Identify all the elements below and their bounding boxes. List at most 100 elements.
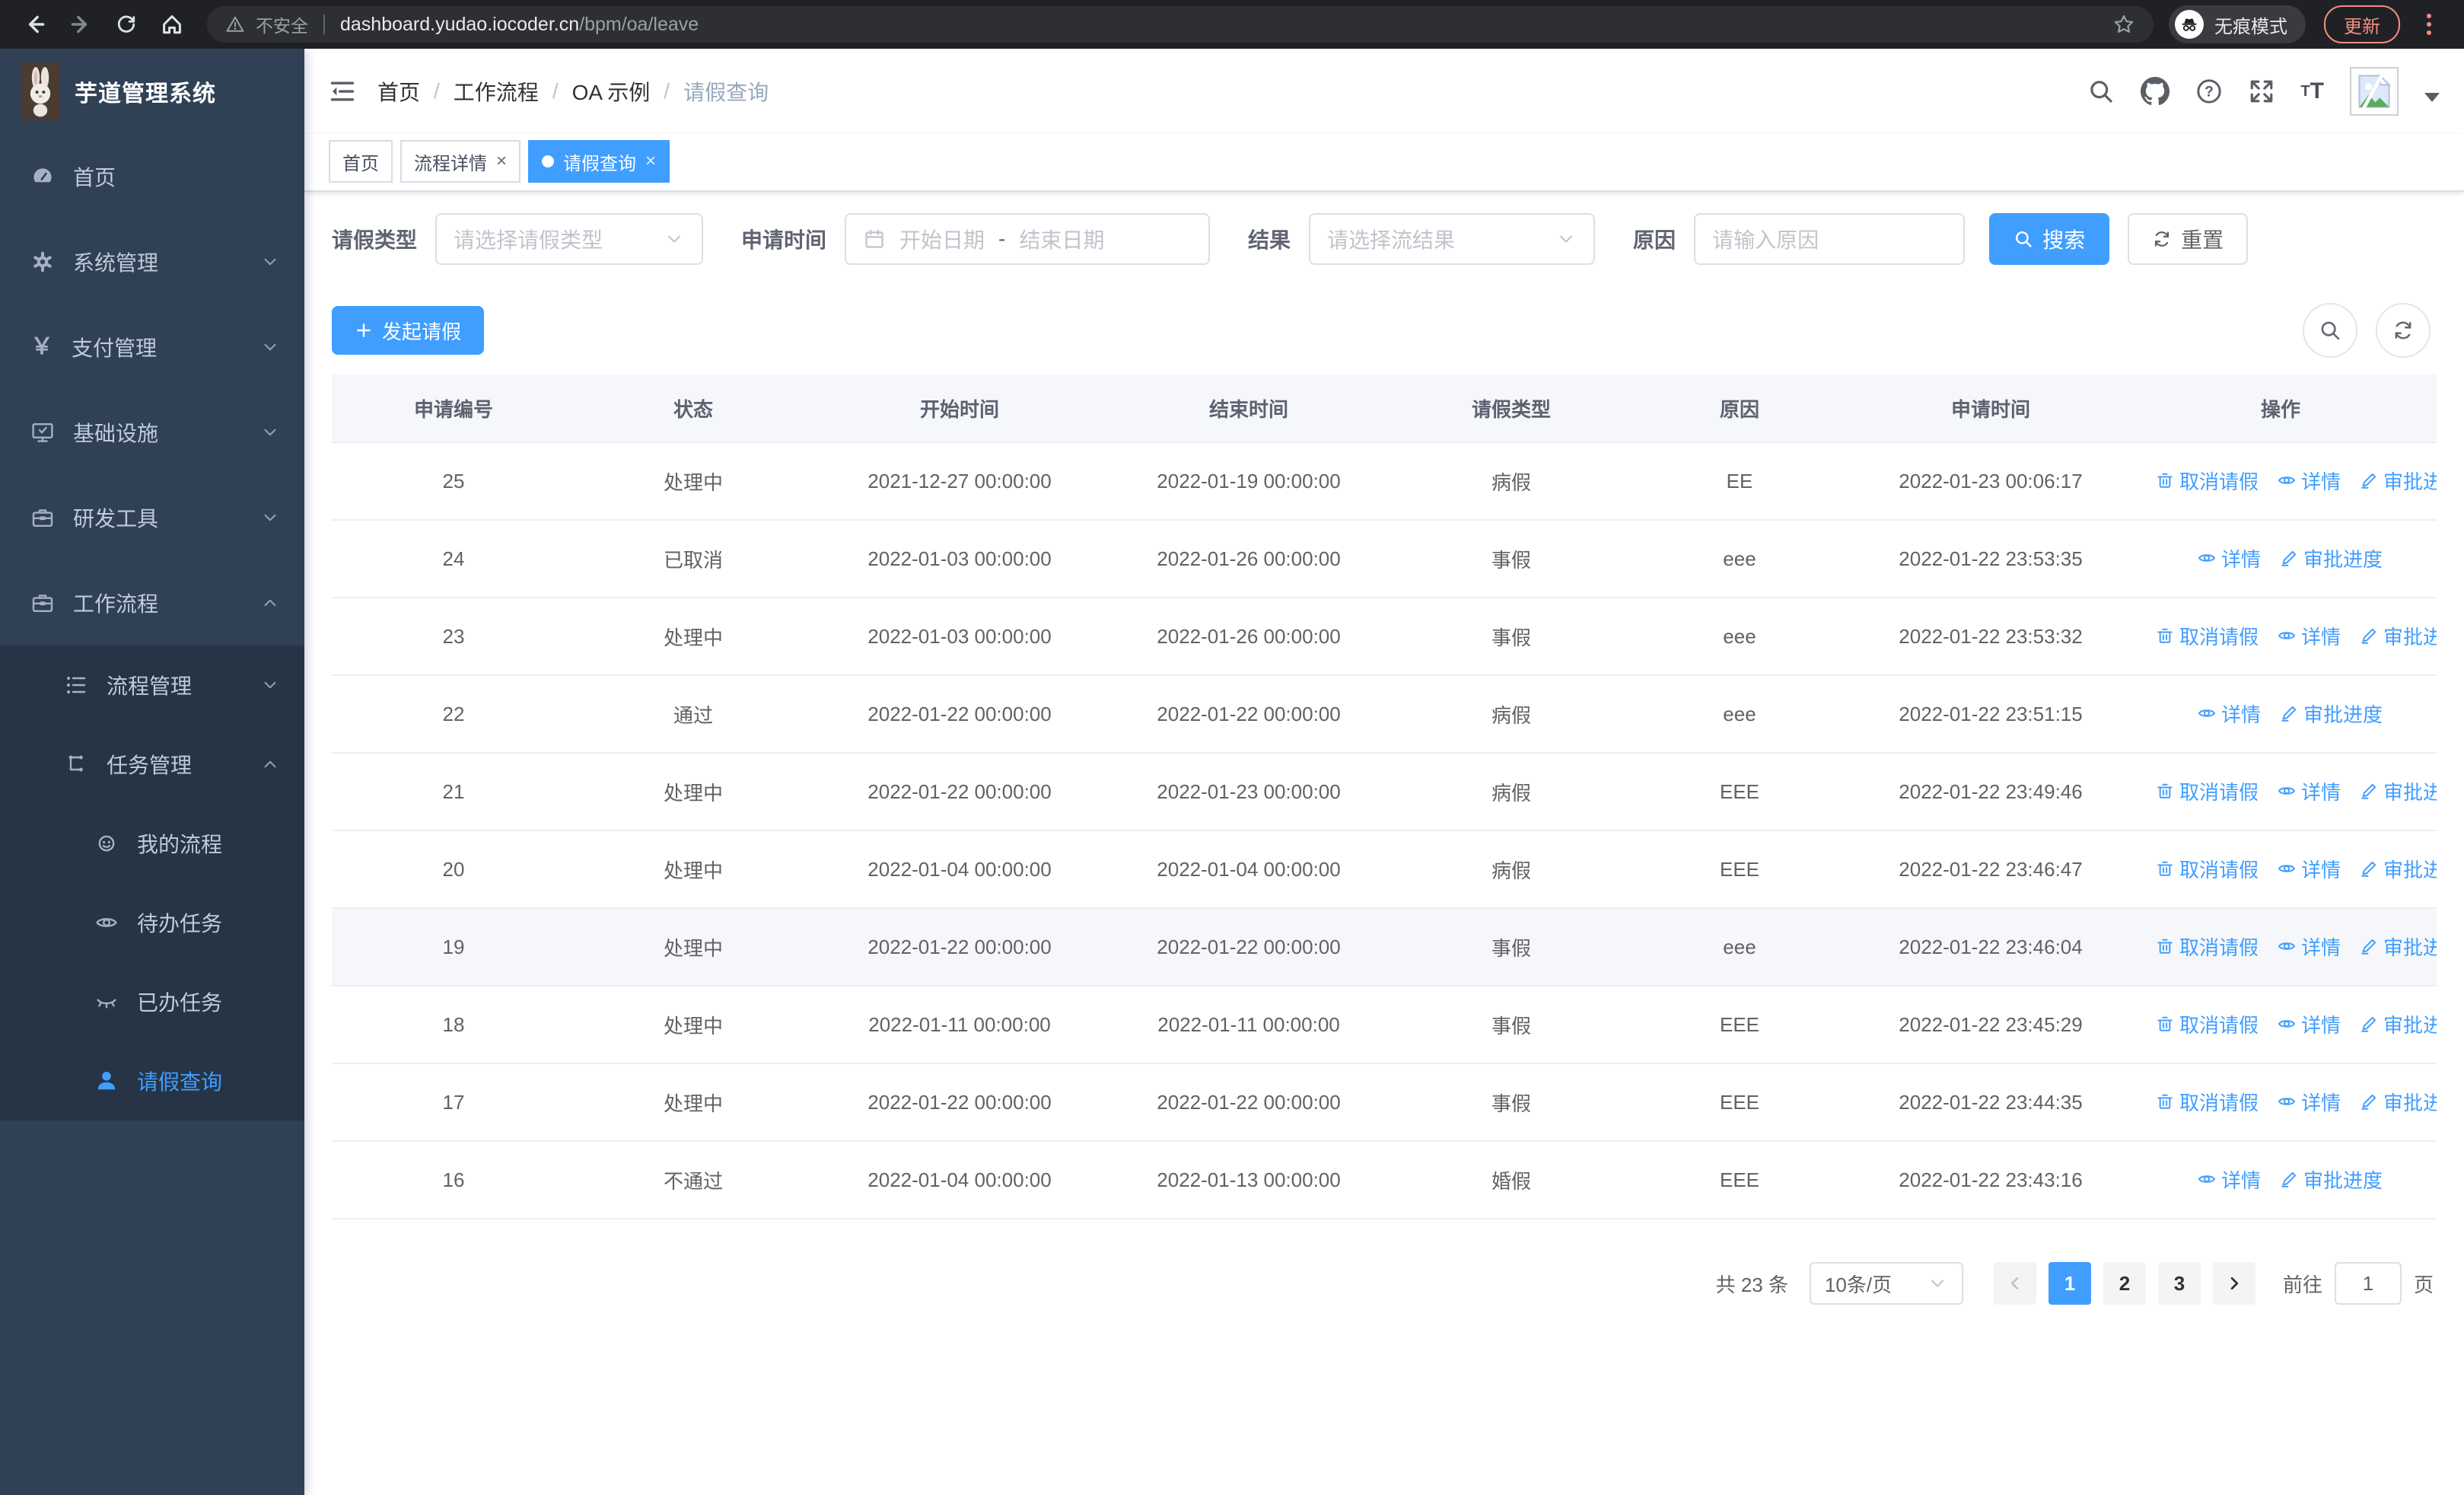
table-cell: 处理中	[575, 986, 811, 1064]
sidebar-item-3[interactable]: 基础设施	[0, 390, 304, 475]
close-icon[interactable]: ×	[496, 151, 508, 171]
sidebar-item-7[interactable]: 任务管理	[0, 725, 304, 804]
reset-button[interactable]: 重置	[2128, 213, 2249, 265]
table-cell: 2022-01-22 23:53:35	[1846, 520, 2135, 598]
cancel-action-link[interactable]: 取消请假	[2155, 855, 2259, 883]
avatar[interactable]	[2350, 67, 2399, 116]
cancel-action-link[interactable]: 取消请假	[2155, 467, 2259, 495]
leave-type-select[interactable]: 请选择请假类型	[435, 213, 704, 265]
detail-action-link[interactable]: 详情	[2277, 777, 2341, 805]
toggle-search-button[interactable]	[2303, 303, 2357, 358]
cancel-action-link[interactable]: 取消请假	[2155, 932, 2259, 961]
browser-menu-icon[interactable]	[2409, 5, 2449, 44]
bookmark-star-icon[interactable]	[2112, 13, 2135, 36]
table-cell: EEE	[1633, 986, 1846, 1064]
sidebar-item-label: 基础设施	[73, 422, 159, 445]
goto-label: 前往	[2282, 1273, 2322, 1296]
home-icon[interactable]	[152, 5, 192, 44]
sidebar-collapse-icon[interactable]	[329, 78, 356, 105]
address-bar[interactable]: 不安全 dashboard.yudao.iocoder.cn/bpm/oa/le…	[207, 6, 2154, 43]
github-icon[interactable]	[2141, 77, 2170, 106]
apply-time-range-picker[interactable]: 开始日期 - 结束日期	[845, 213, 1211, 265]
result-select[interactable]: 请选择流结果	[1309, 213, 1596, 265]
reason-input[interactable]: 请输入原因	[1694, 213, 1966, 265]
sidebar-item-9[interactable]: 待办任务	[0, 883, 304, 962]
goto-page-input[interactable]: 1	[2334, 1262, 2402, 1305]
help-icon[interactable]: ?	[2195, 78, 2223, 105]
breadcrumb: 首页 / 工作流程 / OA 示例 / 请假查询	[377, 76, 769, 107]
detail-action-link[interactable]: 详情	[2197, 700, 2261, 728]
sidebar-item-5[interactable]: 工作流程	[0, 560, 304, 645]
page-button-1[interactable]: 1	[2048, 1262, 2091, 1305]
sidebar-item-4[interactable]: 研发工具	[0, 475, 304, 560]
table-cell: 2022-01-22 00:00:00	[811, 908, 1108, 987]
leave-type-label: 请假类型	[332, 228, 418, 252]
detail-action-link[interactable]: 详情	[2277, 467, 2341, 495]
sidebar-item-8[interactable]: 我的流程	[0, 804, 304, 883]
url-text[interactable]: dashboard.yudao.iocoder.cn/bpm/oa/leave	[340, 13, 699, 35]
tab-0[interactable]: 首页	[329, 140, 393, 183]
search-icon[interactable]	[2087, 78, 2115, 105]
reload-icon[interactable]	[107, 5, 146, 44]
prev-page-button[interactable]	[1993, 1262, 2036, 1305]
progress-action-link[interactable]: 审批进度	[2279, 700, 2383, 728]
detail-action-link[interactable]: 详情	[2197, 1165, 2261, 1194]
cancel-action-link[interactable]: 取消请假	[2155, 1010, 2259, 1038]
close-icon[interactable]: ×	[645, 151, 657, 171]
detail-action-link[interactable]: 详情	[2277, 855, 2341, 883]
eye-open-icon	[94, 910, 119, 935]
back-icon[interactable]	[15, 5, 55, 44]
sidebar-item-2[interactable]: ￥ 支付管理	[0, 304, 304, 390]
update-button[interactable]: 更新	[2324, 5, 2400, 43]
page-button-3[interactable]: 3	[2157, 1262, 2201, 1305]
cancel-action-link[interactable]: 取消请假	[2155, 622, 2259, 650]
page-button-2[interactable]: 2	[2103, 1262, 2146, 1305]
table-toolbar: 发起请假	[332, 303, 2437, 358]
app-logo[interactable]: 芋道管理系统	[0, 49, 304, 134]
create-leave-button[interactable]: 发起请假	[332, 306, 485, 355]
refresh-table-button[interactable]	[2376, 303, 2431, 358]
tab-2[interactable]: 请假查询 ×	[528, 140, 670, 183]
breadcrumb-separator: /	[552, 79, 559, 103]
breadcrumb-item[interactable]: 首页	[377, 81, 421, 104]
progress-action-link[interactable]: 审批进度	[2359, 467, 2437, 495]
page-size-select[interactable]: 10条/页	[1809, 1262, 1963, 1305]
fullscreen-icon[interactable]	[2249, 78, 2275, 104]
table-cell: 处理中	[575, 598, 811, 676]
breadcrumb-item[interactable]: 工作流程	[453, 81, 539, 104]
cancel-action-link[interactable]: 取消请假	[2155, 777, 2259, 805]
forward-icon[interactable]	[61, 5, 100, 44]
cancel-action-link[interactable]: 取消请假	[2155, 1088, 2259, 1116]
eye-closed-icon	[94, 990, 119, 1014]
calendar-icon	[863, 228, 886, 250]
sidebar-item-11[interactable]: 请假查询	[0, 1041, 304, 1120]
sidebar-item-1[interactable]: 系统管理	[0, 219, 304, 304]
next-page-button[interactable]	[2212, 1262, 2255, 1305]
search-button[interactable]: 搜索	[1989, 213, 2110, 265]
tab-1[interactable]: 流程详情 ×	[400, 140, 521, 183]
progress-action-link[interactable]: 审批进度	[2359, 622, 2437, 650]
breadcrumb-item[interactable]: OA 示例	[571, 81, 651, 104]
chevron-down-icon[interactable]	[2424, 93, 2440, 102]
progress-action-link[interactable]: 审批进度	[2359, 777, 2437, 805]
progress-action-link[interactable]: 审批进度	[2359, 932, 2437, 961]
detail-action-link[interactable]: 详情	[2197, 544, 2261, 572]
edit-icon	[2359, 470, 2379, 490]
sidebar-item-10[interactable]: 已办任务	[0, 962, 304, 1041]
progress-action-link[interactable]: 审批进度	[2359, 1010, 2437, 1038]
sidebar-item-0[interactable]: 首页	[0, 134, 304, 219]
eye-icon	[2277, 781, 2297, 801]
detail-action-link[interactable]: 详情	[2277, 1010, 2341, 1038]
detail-action-link[interactable]: 详情	[2277, 1088, 2341, 1116]
progress-action-link[interactable]: 审批进度	[2359, 855, 2437, 883]
browser-toolbar: 不安全 dashboard.yudao.iocoder.cn/bpm/oa/le…	[0, 0, 2464, 49]
table-cell: eee	[1633, 520, 1846, 598]
table-cell: 病假	[1390, 830, 1633, 909]
progress-action-link[interactable]: 审批进度	[2279, 1165, 2383, 1194]
progress-action-link[interactable]: 审批进度	[2279, 544, 2383, 572]
progress-action-link[interactable]: 审批进度	[2359, 1088, 2437, 1116]
sidebar-item-6[interactable]: 流程管理	[0, 645, 304, 725]
detail-action-link[interactable]: 详情	[2277, 622, 2341, 650]
detail-action-link[interactable]: 详情	[2277, 932, 2341, 961]
